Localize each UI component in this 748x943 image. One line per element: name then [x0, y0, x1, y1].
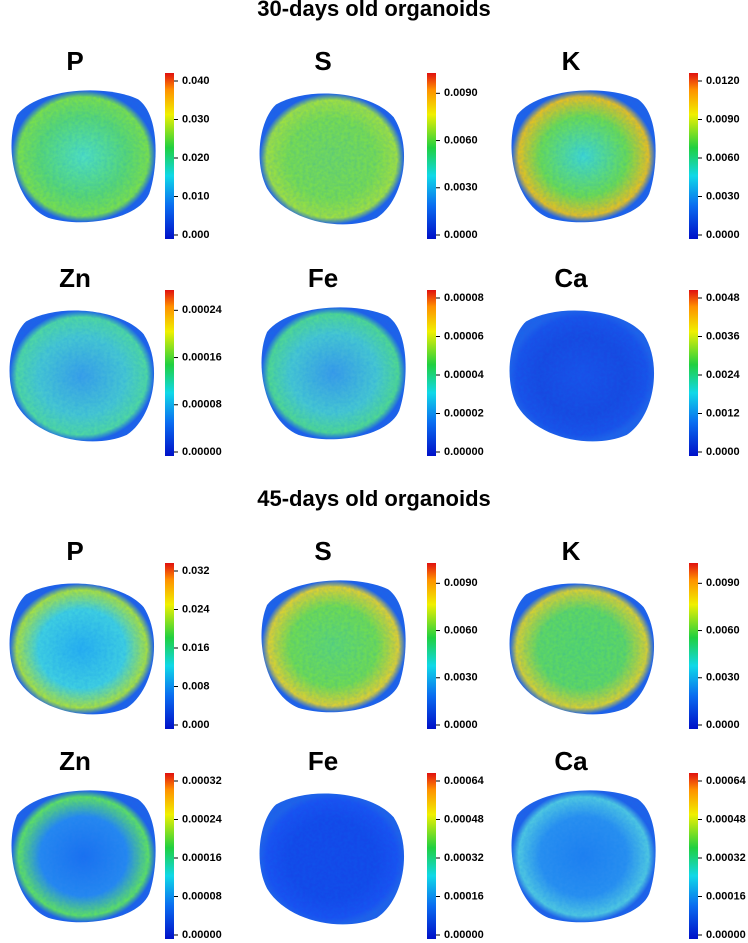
element-label: S	[314, 46, 331, 76]
map-texture	[259, 793, 405, 925]
tick-label: 0.000	[182, 719, 210, 731]
colorbar	[689, 73, 698, 239]
colorbar	[427, 563, 436, 729]
element-label: P	[66, 46, 83, 76]
colorbar	[427, 773, 436, 939]
colorbar	[165, 290, 174, 456]
tick-label: 0.00064	[706, 775, 747, 787]
tick-label: 0.00008	[182, 890, 222, 902]
tick-label: 0.0030	[444, 182, 478, 194]
tick-label: 0.000	[182, 229, 210, 241]
tick-label: 0.00000	[182, 929, 222, 941]
map-texture	[261, 307, 406, 440]
tick-label: 0.00032	[182, 775, 222, 787]
element-label: Zn	[59, 263, 91, 293]
tick-label: 0.0120	[706, 75, 740, 87]
element-label: Fe	[308, 263, 338, 293]
tick-label: 0.0000	[706, 229, 740, 241]
map-texture	[509, 583, 655, 715]
tick-label: 0.00048	[706, 813, 746, 825]
tick-label: 0.00008	[444, 292, 484, 304]
map-texture	[511, 790, 656, 923]
element-label: Ca	[554, 746, 588, 776]
tick-label: 0.00016	[706, 890, 746, 902]
colorbar	[165, 73, 174, 239]
tick-label: 0.040	[182, 75, 210, 87]
tick-label: 0.00004	[444, 369, 485, 381]
map-texture	[9, 310, 155, 442]
tick-label: 0.0090	[444, 577, 478, 589]
tick-label: 0.00002	[444, 407, 484, 419]
tick-label: 0.00000	[182, 446, 222, 458]
tick-label: 0.0090	[444, 87, 478, 99]
colorbar	[689, 773, 698, 939]
tick-label: 0.00016	[444, 890, 484, 902]
map-texture	[11, 90, 156, 223]
tick-label: 0.00000	[444, 929, 484, 941]
element-label: K	[562, 46, 581, 76]
tick-label: 0.008	[182, 680, 210, 692]
tick-label: 0.0090	[706, 577, 740, 589]
colorbar	[427, 290, 436, 456]
section-title: 30-days old organoids	[257, 0, 491, 21]
tick-label: 0.0036	[706, 330, 740, 342]
map-texture	[511, 90, 656, 223]
tick-label: 0.00000	[444, 446, 484, 458]
tick-label: 0.00024	[182, 304, 223, 316]
tick-label: 0.00032	[706, 852, 746, 864]
tick-label: 0.00024	[182, 813, 223, 825]
tick-label: 0.0000	[444, 719, 478, 731]
tick-label: 0.0030	[444, 672, 478, 684]
tick-label: 0.0000	[444, 229, 478, 241]
tick-label: 0.00064	[444, 775, 485, 787]
tick-label: 0.0060	[444, 624, 478, 636]
element-label: S	[314, 536, 331, 566]
tick-label: 0.00000	[706, 929, 746, 941]
tick-label: 0.016	[182, 642, 210, 654]
tick-label: 0.0030	[706, 672, 740, 684]
colorbar	[165, 563, 174, 729]
tick-label: 0.0000	[706, 719, 740, 731]
tick-label: 0.0000	[706, 446, 740, 458]
tick-label: 0.020	[182, 152, 210, 164]
element-label: Ca	[554, 263, 588, 293]
tick-label: 0.00016	[182, 351, 222, 363]
tick-label: 0.032	[182, 565, 210, 577]
tick-label: 0.0060	[706, 152, 740, 164]
tick-label: 0.0012	[706, 407, 740, 419]
tick-label: 0.00006	[444, 330, 484, 342]
colorbar	[689, 563, 698, 729]
colorbar	[689, 290, 698, 456]
element-label: P	[66, 536, 83, 566]
section-title: 45-days old organoids	[257, 486, 491, 511]
tick-label: 0.0060	[706, 624, 740, 636]
tick-label: 0.00016	[182, 852, 222, 864]
tick-label: 0.0030	[706, 190, 740, 202]
map-texture	[261, 580, 406, 713]
tick-label: 0.0024	[706, 369, 741, 381]
map-texture	[509, 310, 655, 442]
tick-label: 0.0090	[706, 113, 740, 125]
map-texture	[11, 790, 156, 923]
tick-label: 0.010	[182, 190, 210, 202]
element-label: Zn	[59, 746, 91, 776]
tick-label: 0.00008	[182, 399, 222, 411]
tick-label: 0.0048	[706, 292, 740, 304]
map-texture	[9, 583, 155, 715]
element-label: Fe	[308, 746, 338, 776]
tick-label: 0.024	[182, 603, 210, 615]
tick-label: 0.00032	[444, 852, 484, 864]
colorbar	[165, 773, 174, 939]
tick-label: 0.00048	[444, 813, 484, 825]
tick-label: 0.030	[182, 113, 210, 125]
colorbar	[427, 73, 436, 239]
element-label: K	[562, 536, 581, 566]
tick-label: 0.0060	[444, 134, 478, 146]
map-texture	[259, 93, 405, 225]
